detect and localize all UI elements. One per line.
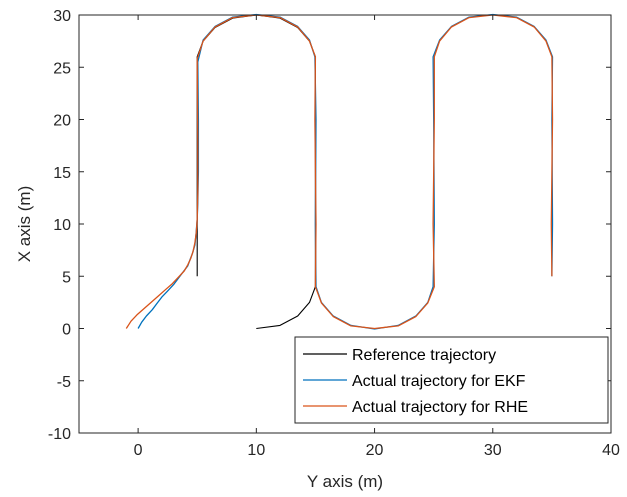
legend-label-2: Actual trajectory for EKF (352, 373, 526, 390)
legend: Reference trajectory Actual trajectory fo… (294, 336, 609, 424)
legend-box (294, 336, 609, 424)
series-line-3 (125, 14, 554, 330)
y-axis-label: X axis (m) (15, 186, 34, 263)
series-layer (125, 13, 554, 330)
y-tick-label: 20 (53, 113, 71, 130)
ticks-layer: 0 10 20 30 40 -10 -5 0 5 10 15 20 25 30 (48, 8, 620, 459)
x-tick-label: 10 (247, 442, 265, 459)
y-tick-label: 15 (53, 165, 71, 182)
legend-label-1: Reference trajectory (352, 347, 496, 364)
y-tick-label: 0 (62, 322, 71, 339)
x-tick-label: 40 (602, 442, 620, 459)
y-tick-label: 25 (53, 60, 71, 77)
y-tick-label: 30 (53, 8, 71, 25)
y-tick-label: 5 (62, 269, 71, 286)
legend-label-3: Actual trajectory for RHE (352, 399, 528, 416)
x-tick-label: 0 (134, 442, 143, 459)
x-tick-label: 30 (484, 442, 502, 459)
x-tick-label: 20 (366, 442, 384, 459)
y-tick-label: -10 (48, 426, 71, 443)
y-tick-label: 10 (53, 217, 71, 234)
x-axis-label: Y axis (m) (307, 472, 383, 491)
y-tick-label: -5 (57, 374, 71, 391)
